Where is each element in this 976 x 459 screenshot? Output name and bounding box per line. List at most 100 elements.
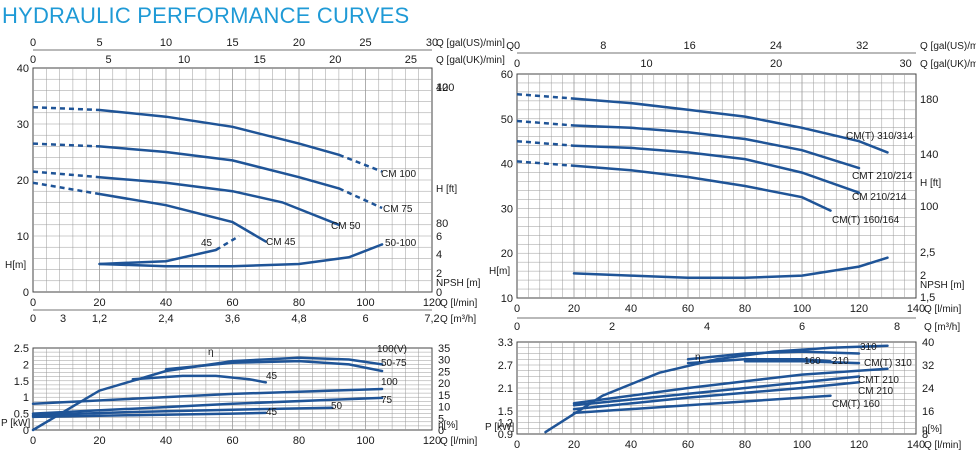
head-left-m3h-tick: 3,6 (225, 313, 240, 325)
head-left-uk-tick: 15 (254, 54, 266, 66)
power-left-eta-tick: 25 (438, 366, 450, 378)
head-left-ft-tick: 80 (436, 218, 448, 230)
power-right-xtick-label: 120 (850, 439, 868, 451)
power-right-xtick-label: 20 (568, 439, 580, 451)
head-right-curve-label: CM 210/214 (852, 192, 907, 203)
power-right-curve-label: η (695, 352, 701, 363)
head-left-series-45-npsh- (98, 248, 218, 266)
head-left-us-tick: 30 (426, 37, 438, 49)
head-right-us-tick: 32 (856, 40, 868, 52)
power-right-xlabel: Q [l/min] (924, 440, 961, 451)
head-left-curve-label: CM 75 (383, 204, 413, 215)
head-right-uk-tick: 0 (514, 58, 520, 70)
head-right-us-label: Q [gal(US)/min] (920, 41, 976, 52)
power-left-eta-tick: 15 (438, 390, 450, 402)
power-right-curve-label: CMT 210 (858, 375, 899, 386)
power-left-eta-tick: 5 (438, 413, 444, 425)
power-left-xtick-label: 100 (356, 435, 374, 447)
head-right-ft-tick: 140 (920, 149, 938, 161)
power-left-curve-label: 45 (266, 371, 278, 382)
power-left-curve-label: 45 (266, 407, 278, 418)
power-left-xtick-label: 20 (93, 435, 105, 447)
head-right-xtick-label: 140 (907, 303, 925, 315)
head-right-ytick-label: 30 (501, 203, 513, 215)
head-right-us-tick: 16 (684, 40, 696, 52)
power-left-xtick-label: 60 (226, 435, 238, 447)
head-left-uk-tick: 10 (178, 54, 190, 66)
head-left-ytick-label: 20 (17, 175, 29, 187)
head-left-ylabel: H[m] (5, 260, 26, 271)
power-left-series-p-75 (31, 396, 384, 415)
head-left-npsh-tick: 2 (436, 268, 442, 280)
power-left-ytick-label: 2.5 (14, 343, 29, 355)
power-right-series--310 (544, 344, 889, 434)
head-right-ytick-label: 40 (501, 159, 513, 171)
head-left-ytick-label: 30 (17, 119, 29, 131)
head-right-curve-label: CMT 210/214 (852, 171, 913, 182)
power-right-curve-label: CM 210 (858, 386, 893, 397)
head-right-us-tick: 8 (600, 40, 606, 52)
head-left-us-tick: 5 (96, 37, 102, 49)
power-right-eta-tick: 24 (922, 383, 934, 395)
power-left-ylabel: P [kW] (1, 418, 30, 429)
power-left-curve-label: 100(V) (377, 344, 407, 355)
power-left-curve-label: η (208, 347, 214, 358)
head-left-m3h-label: Q [m³/h] (440, 314, 476, 325)
head-left-npsh-label: NPSH [m] (436, 278, 481, 289)
power-left-ytick-label: 1 (23, 392, 29, 404)
head-left-series-cm-100-dashed-end (338, 153, 383, 173)
head-left-xtick-label: 100 (356, 297, 374, 309)
head-right-xtick-label: 120 (850, 303, 868, 315)
head-right-uk-label: Q [gal(UK)/min] (920, 59, 976, 70)
head-left-uk-tick: 20 (329, 54, 341, 66)
head-left-npsh-tick: 4 (436, 249, 442, 261)
power-right-eta-tick: 16 (922, 406, 934, 418)
head-left-ytick-label: 0 (23, 287, 29, 299)
head-left-us-label: Q [gal(US)/min] (436, 38, 505, 49)
head-left-series-cm-45 (98, 192, 268, 243)
head-left-m3h-tick: 0 (30, 313, 36, 325)
head-right-m3h-tick: 8 (894, 321, 900, 333)
power-right-series-p-cm-210 (572, 381, 861, 411)
head-left-us-tick: 10 (160, 37, 172, 49)
head-left-xtick-label: 120 (423, 297, 441, 309)
head-left-ytick-label: 10 (17, 231, 29, 243)
head-right-ytick-label: 60 (501, 69, 513, 81)
head-left-curve-label: 45 (201, 238, 213, 249)
head-left-series-cm-75-dashed-end (338, 187, 383, 210)
power-right-series-p-310-upper (572, 367, 889, 405)
power-left-series-p-45 (31, 411, 268, 419)
power-right-curve-label: 210 (832, 356, 849, 367)
power-right-eta-tick: 40 (922, 337, 934, 349)
head-left-uk-label: Q [gal(UK)/min] (436, 55, 505, 66)
head-left-npsh-tick: 0 (436, 287, 442, 299)
head-right-xlabel: Q [l/min] (924, 304, 961, 315)
head-right-xtick-label: 20 (568, 303, 580, 315)
power-left-ytick-label: 2 (23, 359, 29, 371)
head-left-ytick-label: 40 (17, 63, 29, 75)
head-right-series-npsh (572, 256, 889, 280)
head-right-us-q: Q (506, 41, 514, 52)
head-left-xtick-label: 40 (160, 297, 172, 309)
power-left-xtick-label: 80 (293, 435, 305, 447)
head-right-ft-tick: 180 (920, 94, 938, 106)
head-left-m3h-tick: 3 (60, 313, 66, 325)
head-right-series-cm-t-310-314 (572, 97, 889, 154)
head-left-series-cm-45-dashed (32, 181, 100, 196)
power-right-curve-label: CM(T) 310 (864, 358, 912, 369)
power-left-series--50-75 (164, 359, 384, 373)
power-right-eta-label: η[%] (922, 424, 942, 435)
power-right-series--160 (686, 358, 832, 365)
power-right-xtick-label: 80 (739, 439, 751, 451)
head-left-series-cm-75-dashed (32, 142, 100, 148)
power-right-xtick-label: 60 (682, 439, 694, 451)
power-left-eta-tick: 30 (438, 355, 450, 367)
head-left-uk-tick: 25 (405, 54, 417, 66)
power-left-series-p-100 (31, 387, 384, 406)
head-left-ft-tick: 40 (436, 82, 448, 94)
power-left-xtick-label: 40 (160, 435, 172, 447)
power-right-xtick-label: 0 (514, 439, 520, 451)
page-title: HYDRAULIC PERFORMANCE CURVES (2, 3, 410, 28)
head-right-uk-tick: 20 (770, 58, 782, 70)
head-left-xtick-label: 0 (30, 297, 36, 309)
